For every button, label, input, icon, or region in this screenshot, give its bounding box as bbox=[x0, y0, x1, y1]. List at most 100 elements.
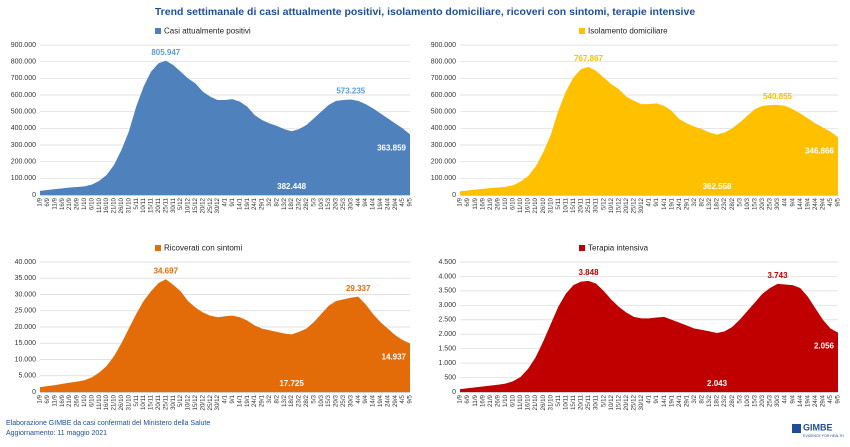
x-tick-label: 24/4 bbox=[812, 197, 819, 210]
legend-label: Ricoverati con sintomi bbox=[164, 244, 242, 253]
y-tick-label: 0 bbox=[452, 389, 456, 396]
x-tick-label: 11/9 bbox=[472, 394, 479, 406]
x-tick-label: 5/12 bbox=[600, 197, 607, 210]
x-tick-label: 31/10 bbox=[125, 394, 132, 410]
data-label: 767.867 bbox=[574, 54, 603, 63]
x-tick-label: 21/10 bbox=[532, 394, 539, 410]
x-tick-label: 9/4 bbox=[362, 394, 369, 403]
x-tick-label: 26/10 bbox=[118, 394, 125, 410]
y-tick-label: 15.000 bbox=[15, 340, 37, 347]
x-tick-label: 21/9 bbox=[487, 197, 494, 210]
x-tick-label: 18/2 bbox=[288, 394, 295, 407]
x-tick-label: 14/4 bbox=[370, 197, 377, 210]
x-tick-label: 15/11 bbox=[570, 197, 577, 213]
x-tick-label: 3/2 bbox=[691, 394, 698, 403]
x-tick-label: 14/1 bbox=[236, 197, 243, 210]
x-tick-label: 20/11 bbox=[578, 197, 585, 213]
x-tick-label: 11/9 bbox=[51, 394, 58, 406]
x-tick-label: 9/1 bbox=[653, 394, 660, 403]
x-tick-label: 9/5 bbox=[407, 197, 414, 206]
x-tick-label: 31/10 bbox=[547, 197, 554, 213]
x-tick-label: 15/11 bbox=[148, 197, 155, 213]
x-tick-label: 25/11 bbox=[585, 197, 592, 213]
y-tick-label: 25.000 bbox=[15, 308, 37, 315]
x-tick-label: 19/1 bbox=[668, 394, 675, 407]
area bbox=[40, 279, 410, 392]
y-tick-label: 40.000 bbox=[15, 259, 37, 266]
y-tick-label: 800.000 bbox=[11, 59, 36, 66]
x-tick-label: 15/12 bbox=[615, 394, 622, 410]
x-tick-label: 10/11 bbox=[562, 197, 569, 213]
x-tick-label: 25/11 bbox=[162, 197, 169, 213]
y-tick-label: 500.000 bbox=[431, 109, 456, 116]
x-tick-label: 5/11 bbox=[133, 197, 140, 209]
x-tick-label: 16/9 bbox=[479, 394, 486, 407]
x-tick-label: 5/3 bbox=[310, 197, 317, 206]
data-label: 346.866 bbox=[805, 146, 834, 155]
x-tick-label: 26/10 bbox=[540, 197, 547, 213]
legend-swatch bbox=[579, 245, 585, 251]
x-tick-label: 20/11 bbox=[155, 394, 162, 410]
y-tick-label: 100.000 bbox=[431, 175, 456, 182]
x-tick-label: 23/2 bbox=[296, 394, 303, 407]
x-tick-label: 4/4 bbox=[355, 394, 362, 403]
x-tick-label: 4/1 bbox=[222, 197, 229, 206]
x-tick-label: 10/3 bbox=[318, 394, 325, 407]
x-tick-label: 8/2 bbox=[699, 394, 706, 403]
x-tick-label: 28/2 bbox=[303, 197, 310, 210]
y-tick-label: 4.000 bbox=[438, 273, 456, 280]
data-label: 363.859 bbox=[377, 143, 406, 152]
x-tick-label: 20/12 bbox=[623, 197, 630, 213]
x-tick-label: 4/4 bbox=[782, 394, 789, 403]
data-label: 3.743 bbox=[768, 271, 789, 280]
y-tick-label: 600.000 bbox=[431, 92, 456, 99]
x-tick-label: 4/1 bbox=[222, 394, 229, 403]
x-tick-label: 5/11 bbox=[555, 197, 562, 209]
x-tick-label: 4/5 bbox=[827, 394, 834, 403]
x-tick-label: 25/3 bbox=[340, 197, 347, 210]
x-tick-label: 16/9 bbox=[59, 197, 66, 210]
x-tick-label: 24/1 bbox=[251, 394, 258, 407]
y-tick-label: 400.000 bbox=[11, 125, 36, 132]
x-tick-label: 8/2 bbox=[699, 197, 706, 206]
x-tick-label: 26/10 bbox=[540, 394, 547, 410]
x-tick-label: 9/1 bbox=[229, 197, 236, 206]
x-tick-label: 13/2 bbox=[706, 394, 713, 407]
x-tick-label: 30/3 bbox=[347, 197, 354, 210]
x-tick-label: 1/9 bbox=[457, 394, 464, 403]
x-tick-label: 25/12 bbox=[207, 394, 214, 410]
x-tick-label: 1/10 bbox=[502, 197, 509, 210]
x-tick-label: 4/5 bbox=[399, 394, 406, 403]
legend-swatch bbox=[155, 245, 161, 251]
x-tick-label: 25/12 bbox=[631, 394, 638, 410]
x-tick-label: 30/11 bbox=[593, 197, 600, 213]
data-label: 29.337 bbox=[346, 284, 371, 293]
x-tick-label: 6/10 bbox=[88, 197, 95, 210]
x-tick-label: 15/3 bbox=[325, 197, 332, 210]
x-tick-label: 6/10 bbox=[510, 197, 517, 210]
x-tick-label: 21/9 bbox=[66, 197, 73, 210]
y-tick-label: 3.000 bbox=[438, 302, 456, 309]
x-tick-label: 10/12 bbox=[185, 197, 192, 213]
area bbox=[460, 67, 838, 195]
x-tick-label: 6/9 bbox=[44, 197, 51, 206]
x-tick-label: 11/10 bbox=[517, 197, 524, 213]
x-tick-label: 13/2 bbox=[281, 394, 288, 407]
x-tick-label: 24/1 bbox=[251, 197, 258, 210]
data-label: 362.558 bbox=[703, 182, 732, 191]
x-tick-label: 29/1 bbox=[683, 197, 690, 210]
x-tick-label: 5/11 bbox=[133, 394, 140, 406]
x-tick-label: 6/9 bbox=[464, 394, 471, 403]
y-tick-label: 2.500 bbox=[438, 317, 456, 324]
x-tick-label: 28/2 bbox=[729, 394, 736, 407]
x-tick-label: 5/12 bbox=[177, 394, 184, 407]
x-tick-label: 30/11 bbox=[593, 394, 600, 410]
x-tick-label: 11/10 bbox=[96, 394, 103, 410]
x-tick-label: 9/5 bbox=[835, 394, 842, 403]
x-tick-label: 29/4 bbox=[392, 197, 399, 210]
x-tick-label: 15/11 bbox=[148, 394, 155, 410]
x-tick-label: 10/12 bbox=[608, 394, 615, 410]
area bbox=[460, 280, 838, 392]
x-tick-label: 28/2 bbox=[303, 394, 310, 407]
x-tick-label: 15/11 bbox=[570, 394, 577, 410]
